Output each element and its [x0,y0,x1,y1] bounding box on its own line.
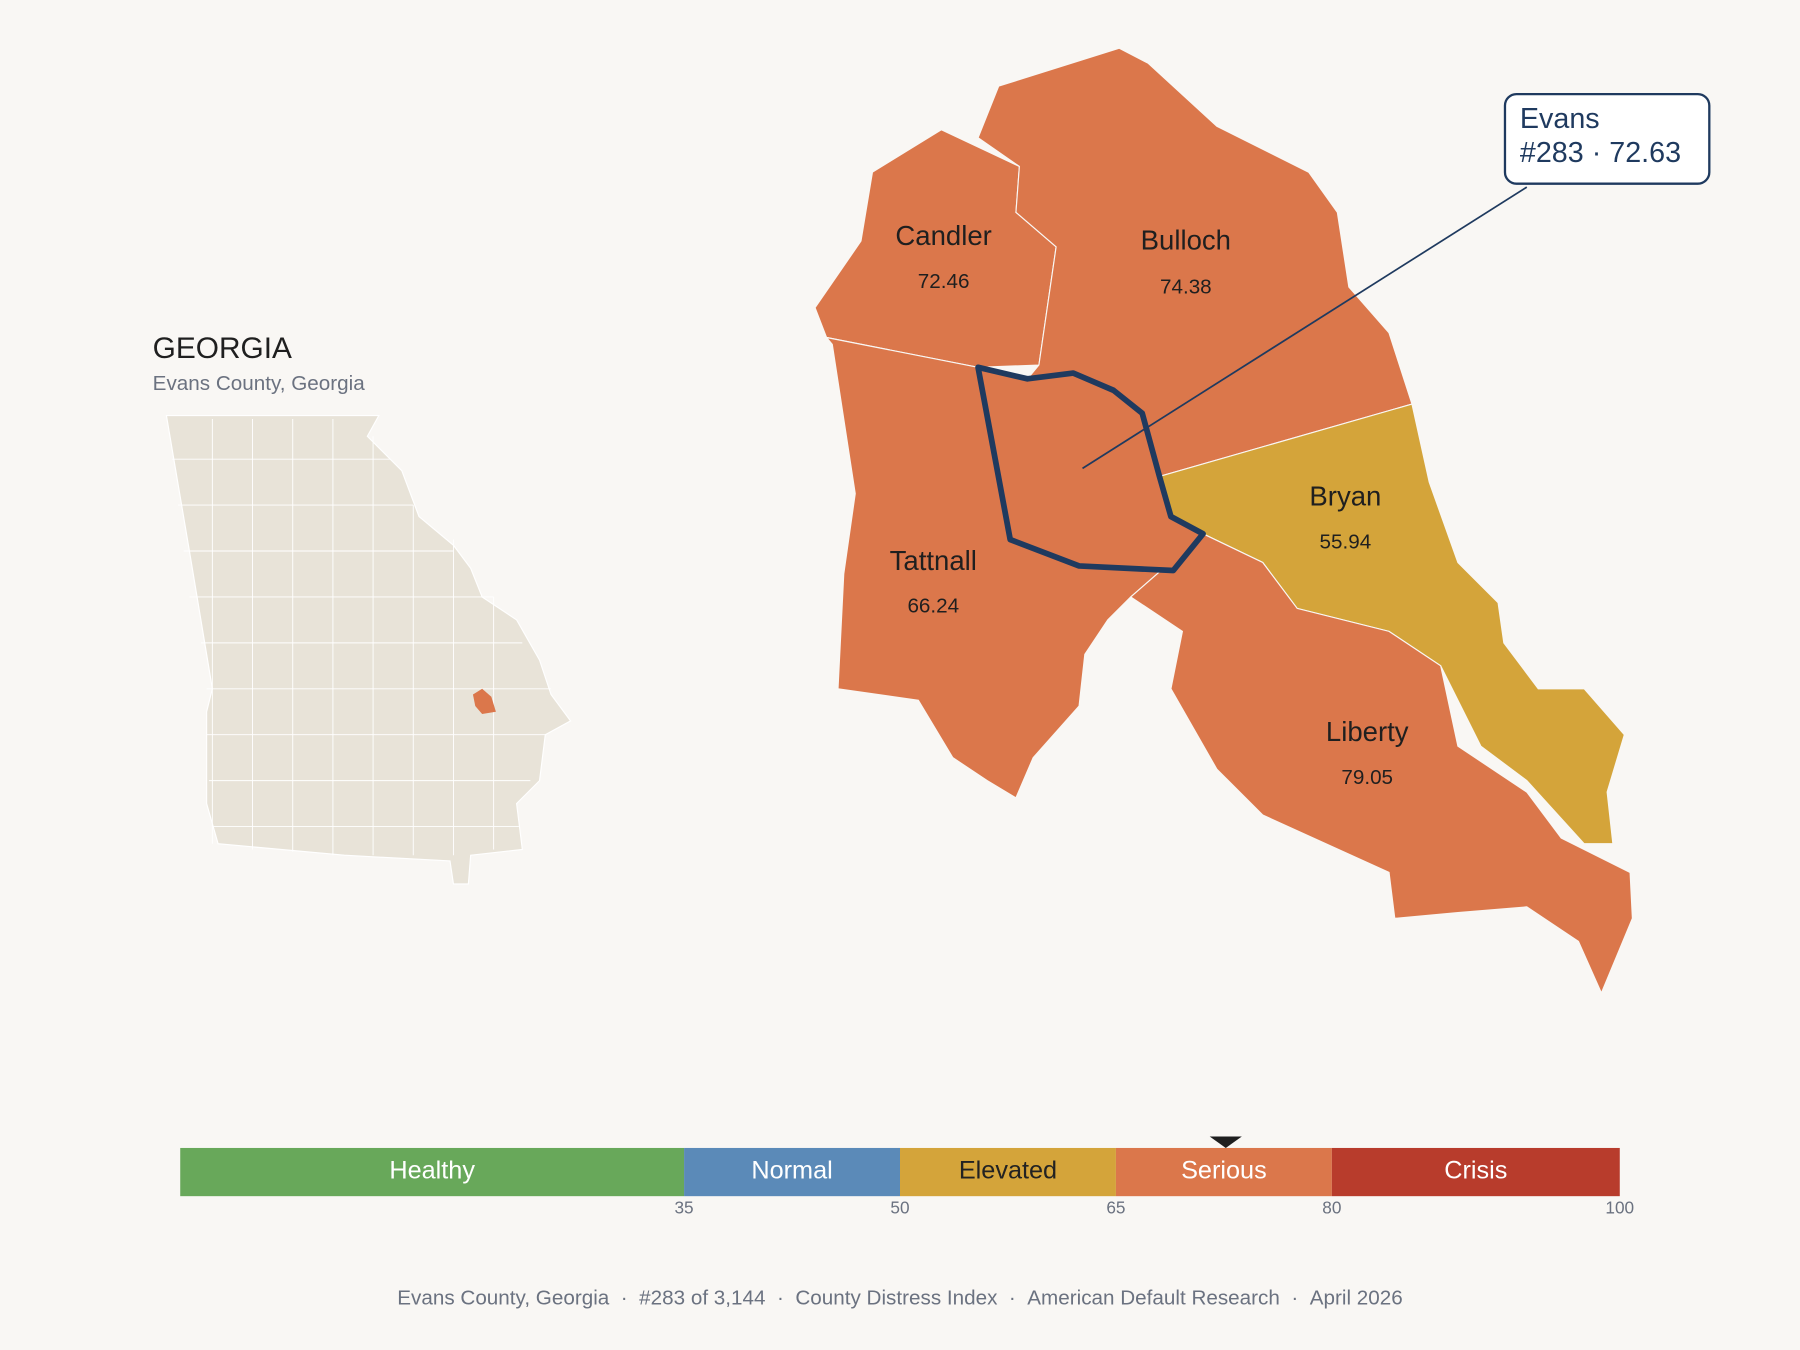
band-label: Healthy [389,1157,475,1185]
county-value: 74.38 [1160,276,1212,299]
callout-separator: · [1592,136,1602,168]
scale-band [1115,1147,1332,1197]
county-value: 79.05 [1341,766,1393,789]
county-name: Candler [895,220,991,251]
subtitle: Evans County, Georgia [153,372,366,395]
callout-detail: #283 · 72.63 [1520,136,1681,168]
band-label: Normal [751,1157,832,1185]
scale-marker [1209,1136,1242,1148]
footer-item: County Distress Index [795,1287,998,1310]
footer-separator: · [777,1287,784,1310]
callout-rank: #283 [1520,136,1584,168]
scale-band [180,1147,685,1197]
highlight-outline [975,364,1206,574]
footer-item: Evans County, Georgia [397,1287,610,1310]
callout-value: 72.63 [1609,136,1681,168]
scale-band [900,1147,1116,1197]
state-highlight [472,688,496,715]
scale-bar: Healthy Normal Elevated Serious Crisis 35 50 65… [180,1136,1634,1217]
scale-band [684,1147,900,1197]
scale-tick-label: 65 [1106,1197,1125,1217]
scale-tick-label: 35 [674,1197,693,1217]
county-name: Bryan [1309,480,1381,511]
footer-item: American Default Research [1027,1287,1280,1310]
footer-separator: · [1009,1287,1016,1310]
county-value: 55.94 [1320,530,1372,553]
footer-separator: · [621,1287,628,1310]
band-label: Serious [1181,1157,1267,1185]
county-name: Liberty [1326,716,1409,747]
callout-leader [1082,186,1528,470]
state-county-lines [172,419,552,856]
state-title: GEORGIA [153,332,292,365]
band-label: Crisis [1444,1157,1507,1185]
scale-tick-label: 100 [1605,1197,1634,1217]
callout-name: Evans [1520,103,1600,135]
state-shape [165,414,572,885]
county-value: 72.46 [918,270,970,293]
callout-box [1503,92,1711,185]
county-shape [1129,533,1633,995]
footer-separator: · [1291,1287,1298,1310]
footer-item: April 2026 [1310,1287,1403,1310]
county-name: Bulloch [1141,225,1231,256]
scale-tick-label: 50 [890,1197,909,1217]
scale-tick-label: 80 [1322,1197,1341,1217]
county-name: Tattnall [890,545,977,576]
footer: Evans County, Georgia · #283 of 3,144 · … [397,1287,1402,1310]
footer-item: #283 of 3,144 [639,1287,765,1310]
band-label: Elevated [959,1157,1057,1185]
scale-band [1331,1147,1620,1197]
county-value: 66.24 [907,595,959,618]
